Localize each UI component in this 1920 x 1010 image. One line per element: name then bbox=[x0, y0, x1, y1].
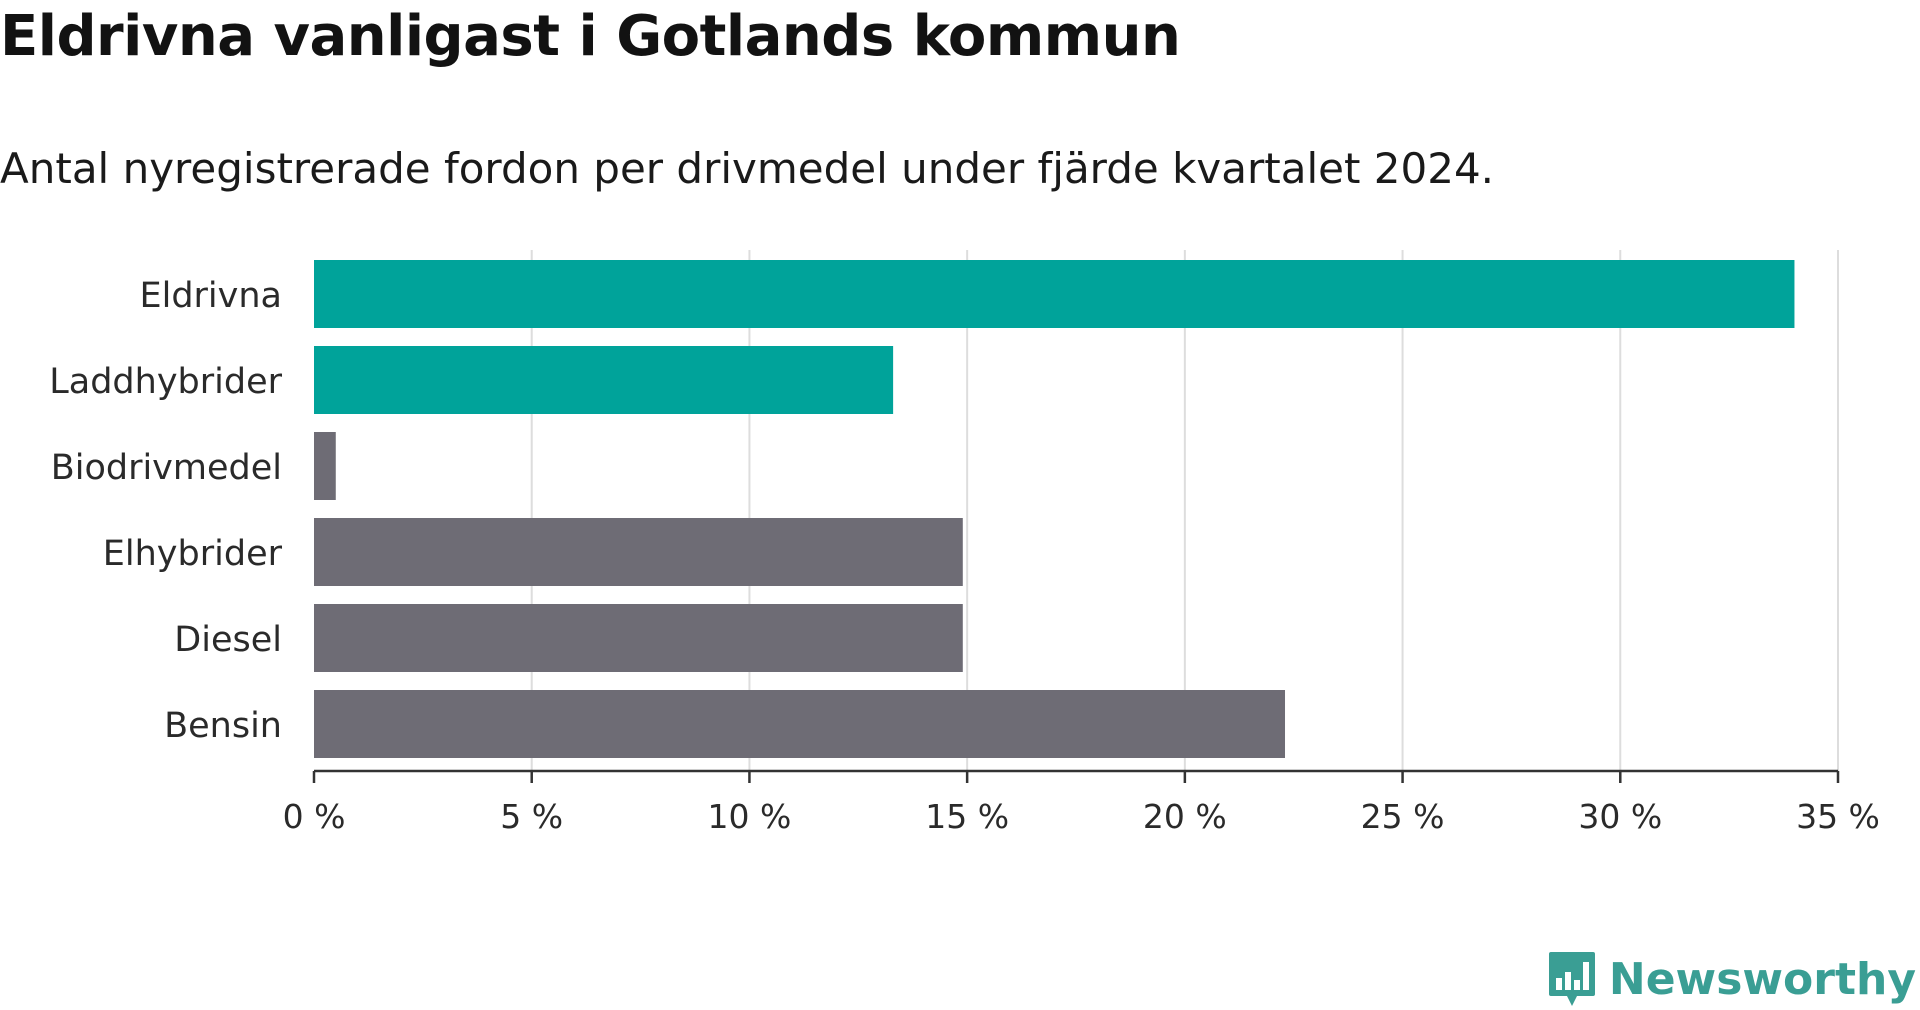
x-tick-label: 25 % bbox=[1361, 797, 1445, 836]
bar bbox=[314, 346, 894, 414]
bar bbox=[314, 690, 1286, 758]
bar bbox=[314, 518, 963, 586]
category-label: Bensin bbox=[164, 706, 282, 746]
x-tick-label: 10 % bbox=[708, 797, 792, 836]
category-label: Elhybrider bbox=[103, 534, 283, 574]
bar bbox=[314, 604, 963, 672]
x-tick-label: 30 % bbox=[1578, 797, 1662, 836]
newsworthy-chart-icon bbox=[1548, 952, 1595, 1006]
category-label: Biodrivmedel bbox=[51, 448, 282, 488]
chart-subtitle: Antal nyregistrerade fordon per drivmede… bbox=[0, 144, 1495, 193]
logo-text: Newsworthy bbox=[1608, 953, 1916, 1005]
newsworthy-logo: Newsworthy bbox=[1547, 950, 1916, 1008]
x-tick-label: 5 % bbox=[500, 797, 563, 836]
category-label: Diesel bbox=[174, 620, 282, 660]
x-tick-label: 15 % bbox=[925, 797, 1009, 836]
x-tick-label: 20 % bbox=[1143, 797, 1227, 836]
bar bbox=[314, 260, 1795, 328]
category-label: Laddhybrider bbox=[49, 362, 282, 402]
category-label: Eldrivna bbox=[139, 276, 282, 316]
x-tick-label: 0 % bbox=[283, 797, 346, 836]
chart-title: Eldrivna vanligast i Gotlands kommun bbox=[0, 4, 1181, 69]
bar bbox=[314, 432, 336, 500]
x-tick-label: 35 % bbox=[1796, 797, 1880, 836]
